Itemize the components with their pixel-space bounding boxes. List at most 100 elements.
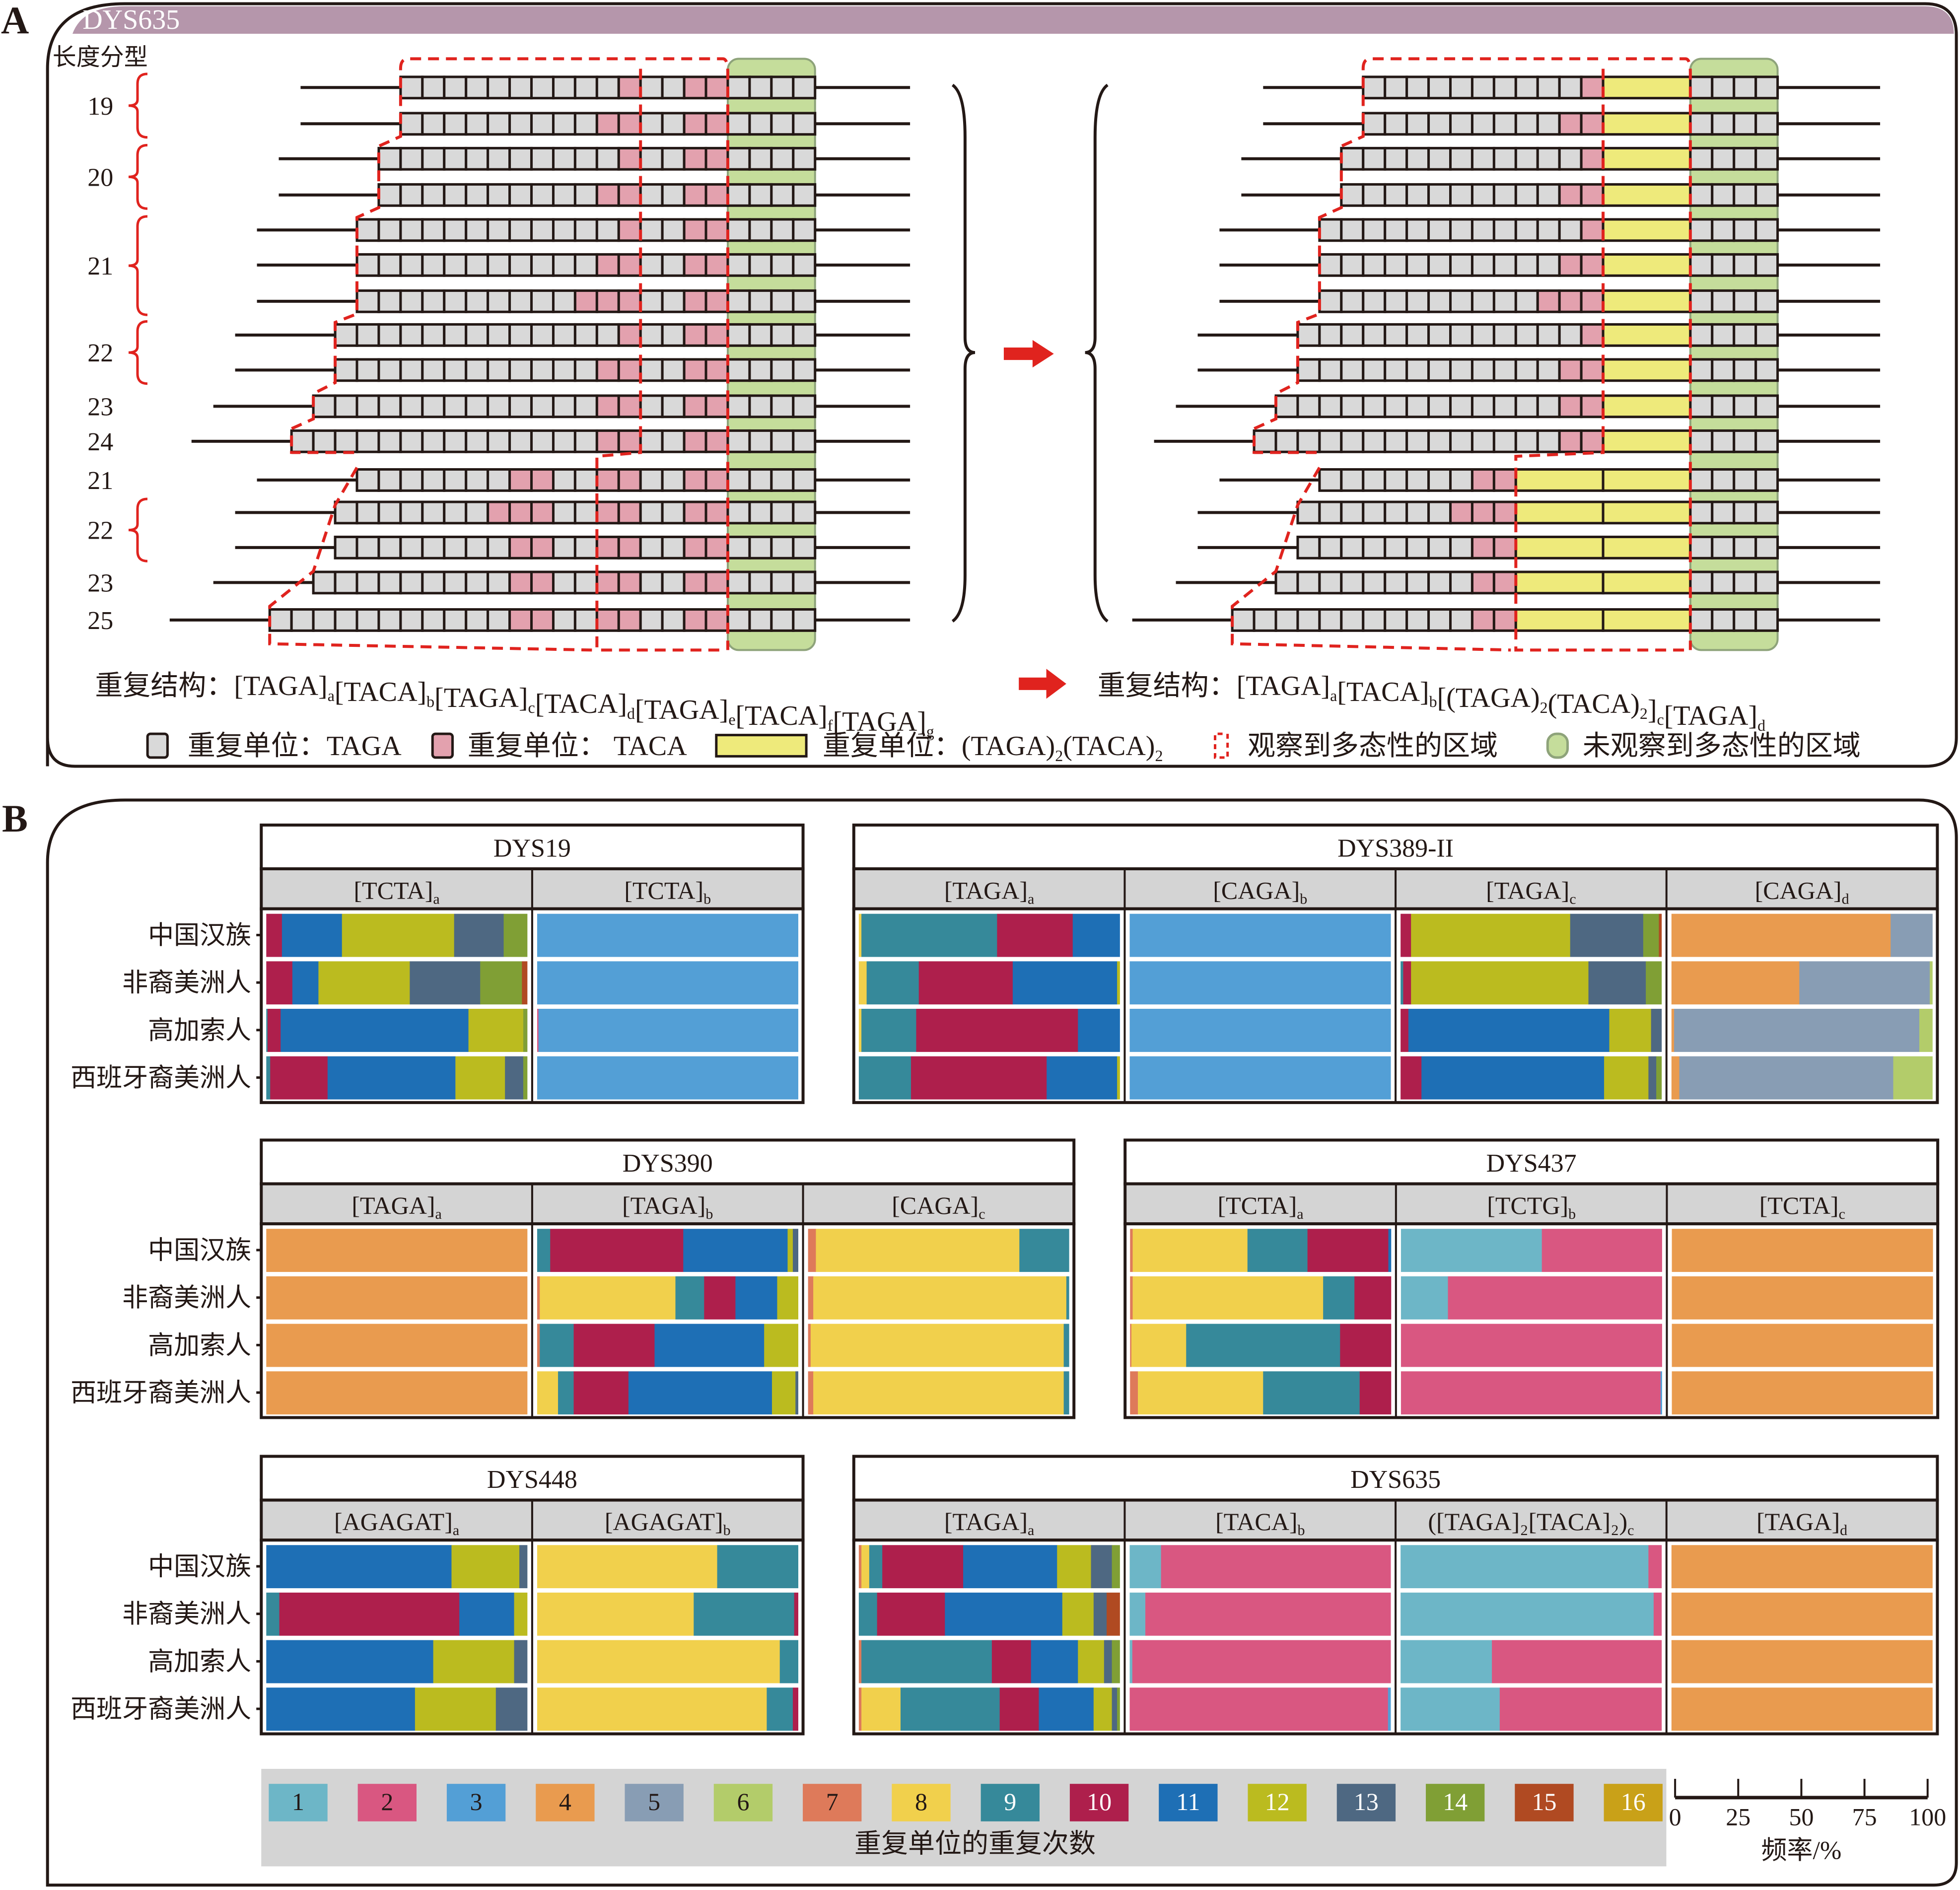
taga-unit bbox=[1711, 358, 1736, 382]
taga-unit bbox=[1340, 500, 1365, 525]
taga-unit bbox=[1362, 570, 1387, 595]
taga-unit bbox=[1733, 218, 1757, 242]
compound-unit bbox=[1602, 394, 1692, 419]
length-label: 24 bbox=[87, 428, 113, 456]
taga-unit bbox=[639, 570, 664, 595]
taga-unit bbox=[1733, 535, 1757, 560]
taga-unit bbox=[573, 218, 598, 242]
taga-unit bbox=[1362, 253, 1387, 277]
taga-unit bbox=[1711, 253, 1736, 277]
bar-segment-repeat-12 bbox=[514, 1592, 528, 1636]
bar-segment-repeat-9 bbox=[537, 1229, 551, 1272]
taga-unit bbox=[573, 394, 598, 419]
taca-unit bbox=[617, 570, 642, 595]
polymorphic-region-outline bbox=[645, 57, 729, 650]
taga-unit bbox=[661, 112, 686, 136]
bar-segment-repeat-8 bbox=[813, 1276, 1067, 1320]
block-header: [TAGA]c bbox=[1486, 876, 1576, 907]
taca-unit bbox=[683, 112, 707, 136]
bar-segment-repeat-12 bbox=[787, 1229, 793, 1272]
taga-unit bbox=[1470, 323, 1495, 347]
bar-segment-repeat-11 bbox=[1039, 1687, 1094, 1731]
bar-segment-repeat-8 bbox=[858, 961, 867, 1005]
taca-unit bbox=[617, 218, 642, 242]
taga-unit bbox=[377, 608, 402, 632]
taga-unit bbox=[1427, 323, 1452, 347]
taga-unit bbox=[552, 358, 576, 382]
taga-unit bbox=[487, 75, 511, 100]
bar-segment-repeat-12 bbox=[415, 1687, 496, 1731]
taca-unit bbox=[1558, 183, 1583, 207]
locus-panel: DYS389-II [TAGA]a [CAGA]b [TAGA]c [CAGA]d bbox=[852, 823, 1939, 1104]
taca-unit bbox=[1492, 570, 1517, 595]
legend-count-9: 9 bbox=[1004, 1788, 1016, 1816]
taga-unit bbox=[770, 535, 795, 560]
bar-segment-repeat-15 bbox=[1659, 913, 1662, 957]
taga-unit bbox=[552, 218, 576, 242]
taga-unit bbox=[530, 289, 555, 313]
bar-segment-repeat-12 bbox=[1411, 913, 1571, 957]
compound-unit bbox=[1602, 75, 1692, 100]
taga-unit bbox=[1405, 75, 1430, 100]
bar-segment-repeat-4 bbox=[1671, 1592, 1933, 1636]
bar-segment-repeat-4 bbox=[1671, 961, 1800, 1005]
legend-swatch-4 bbox=[536, 1784, 595, 1821]
bar-segment-repeat-7 bbox=[808, 1324, 811, 1367]
taga-unit bbox=[399, 570, 424, 595]
taga-unit bbox=[1362, 112, 1387, 136]
bar-segment-repeat-9 bbox=[858, 1056, 911, 1100]
taga-unit bbox=[1733, 358, 1757, 382]
compound-unit bbox=[1602, 535, 1692, 560]
legend-label-non-polymorphic: 未观察到多态性的区域 bbox=[1583, 731, 1861, 762]
taga-unit bbox=[355, 218, 380, 242]
bar-segment-repeat-10 bbox=[266, 913, 282, 957]
bar-segment-repeat-10 bbox=[266, 961, 293, 1005]
taga-unit bbox=[1449, 394, 1473, 419]
taga-unit bbox=[1689, 608, 1714, 632]
taga-unit bbox=[573, 500, 598, 525]
bar-segment-repeat-11 bbox=[1031, 1640, 1078, 1683]
bar-segment-repeat-12 bbox=[1078, 1640, 1105, 1683]
bar-segment-repeat-2 bbox=[1400, 1324, 1662, 1367]
taga-unit bbox=[1689, 535, 1714, 560]
taca-unit bbox=[1492, 608, 1517, 632]
block-header: [TAGA]a bbox=[944, 1508, 1034, 1539]
taga-unit bbox=[1427, 75, 1452, 100]
taga-unit bbox=[355, 500, 380, 525]
bar-segment-repeat-9 bbox=[266, 1592, 280, 1636]
legend-swatch-3 bbox=[446, 1784, 506, 1821]
taga-unit bbox=[792, 500, 817, 525]
length-label: 22 bbox=[87, 339, 113, 367]
structure-subscript: 2 bbox=[1540, 699, 1548, 716]
compound-unit bbox=[1514, 608, 1605, 632]
taga-unit bbox=[573, 323, 598, 347]
taga-unit bbox=[573, 183, 598, 207]
taga-unit bbox=[290, 608, 315, 632]
bar-segment-repeat-7 bbox=[808, 1229, 816, 1272]
bar-segment-repeat-13 bbox=[454, 913, 504, 957]
bar-segment-repeat-12 bbox=[1093, 1687, 1113, 1731]
taga-unit bbox=[661, 218, 686, 242]
compound-unit bbox=[1514, 468, 1605, 492]
block-header: [CAGA]d bbox=[1755, 876, 1849, 907]
scale-title: 频率/% bbox=[1761, 1836, 1842, 1865]
taga-unit bbox=[1733, 75, 1757, 100]
taga-unit bbox=[1362, 323, 1387, 347]
taga-unit bbox=[421, 500, 446, 525]
bar-segment-repeat-2 bbox=[1145, 1592, 1391, 1636]
taga-unit bbox=[639, 112, 664, 136]
bar-segment-repeat-11 bbox=[266, 1687, 416, 1731]
taga-unit bbox=[1296, 394, 1321, 419]
taca-unit bbox=[1580, 358, 1605, 382]
taga-unit bbox=[552, 146, 576, 171]
taga-unit bbox=[1536, 75, 1561, 100]
bar-segment-repeat-1 bbox=[1400, 1545, 1649, 1589]
taga-unit bbox=[1711, 112, 1736, 136]
taga-unit bbox=[1689, 183, 1714, 207]
length-group-brace bbox=[128, 72, 148, 139]
compound-unit bbox=[1602, 289, 1692, 313]
taca-unit bbox=[704, 500, 729, 525]
bar-segment-repeat-3 bbox=[537, 961, 798, 1005]
legend-swatch-10 bbox=[1069, 1784, 1129, 1821]
bar-segment-repeat-1 bbox=[1400, 1592, 1654, 1636]
